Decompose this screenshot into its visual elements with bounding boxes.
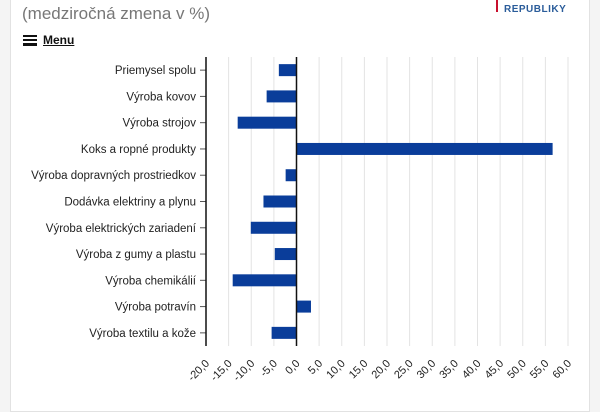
x-tick-label: 60,0: [550, 358, 574, 382]
bar: [232, 274, 297, 287]
x-tick-label: 35,0: [437, 358, 461, 382]
y-category-label: Dodávka elektriny a plynu: [64, 197, 196, 209]
y-category-label: Koks a ropné produkty: [81, 144, 196, 156]
bar: [274, 248, 297, 261]
logo-text: REPUBLIKY: [504, 4, 567, 15]
x-tick-label: 45,0: [483, 358, 507, 382]
x-tick-label: 10,0: [324, 358, 348, 382]
x-tick-label: 5,0: [306, 358, 325, 377]
x-tick-label: 40,0: [460, 358, 484, 382]
bar: [296, 142, 553, 155]
chart-card: [10, 0, 590, 412]
x-tick-label: 30,0: [415, 358, 439, 382]
y-category-label: Výroba chemikálií: [105, 275, 197, 287]
x-tick-label: 15,0: [347, 358, 371, 382]
hamburger-icon: [23, 34, 37, 46]
bar: [263, 195, 297, 208]
bar: [285, 169, 297, 182]
bar-chart: -20,0-15,0-10,0 -5,0 0,0 5,010,015,020,025,…: [31, 57, 574, 384]
bar: [271, 326, 297, 339]
x-tick-label: -10,0: [231, 358, 257, 384]
y-category-label: Výroba z gumy a plastu: [76, 249, 196, 261]
menu-button[interactable]: Menu: [23, 33, 74, 47]
x-tick-label: -15,0: [209, 358, 235, 384]
y-category-label: Priemysel spolu: [115, 65, 196, 77]
x-tick-label: -5,0: [258, 358, 280, 380]
y-category-label: Výroba potravín: [115, 302, 196, 314]
y-category-label: Výroba kovov: [126, 91, 196, 103]
menu-label: Menu: [43, 33, 75, 47]
x-tick-label: 50,0: [505, 358, 529, 382]
chart-subtitle: (medziročná zmena v %): [22, 4, 211, 23]
x-tick-label: 55,0: [528, 358, 552, 382]
bar: [296, 300, 311, 313]
bar: [237, 116, 297, 129]
x-tick-label: -20,0: [186, 358, 212, 384]
bar: [250, 221, 297, 234]
x-tick-label: 25,0: [392, 358, 416, 382]
x-tick-label: 20,0: [369, 358, 393, 382]
y-category-label: Výroba dopravných prostriedkov: [31, 170, 196, 182]
bar: [266, 90, 297, 103]
y-category-label: Výroba elektrických zariadení: [46, 223, 197, 235]
x-tick-label: 0,0: [283, 358, 302, 377]
logo: REPUBLIKY: [496, 0, 567, 15]
y-category-label: Výroba strojov: [122, 118, 196, 130]
bar: [278, 64, 297, 77]
y-category-label: Výroba textilu a kože: [89, 328, 196, 340]
